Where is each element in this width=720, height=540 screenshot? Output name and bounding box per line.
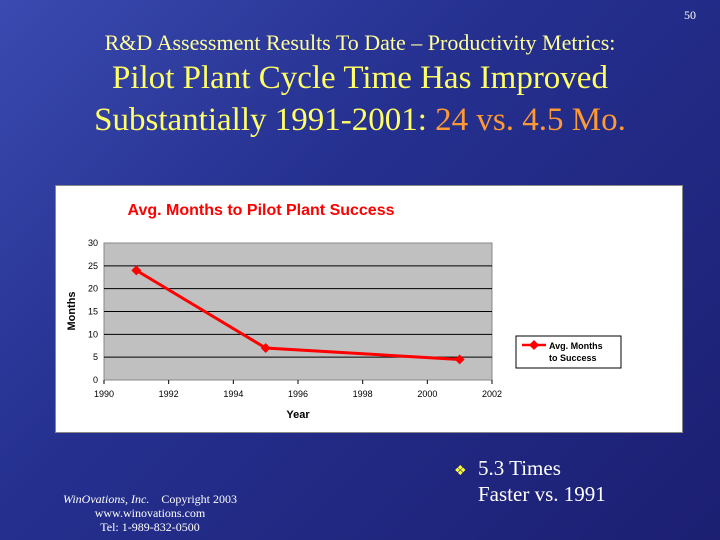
slide-title-line1: Pilot Plant Cycle Time Has Improved [112, 60, 608, 96]
bullet-point: ❖ 5.3 Times Faster vs. 1991 [454, 455, 606, 507]
x-tick-label: 1992 [159, 389, 179, 399]
legend-marker [529, 340, 539, 350]
diamond-bullet-icon: ❖ [454, 464, 467, 479]
footer-copyright: Copyright 2003 [161, 492, 237, 506]
y-axis-label: Months [66, 291, 78, 330]
y-tick-label: 20 [88, 284, 98, 294]
chart-title: Avg. Months to Pilot Plant Success [128, 202, 395, 219]
bullet-line1: 5.3 Times [478, 456, 561, 480]
y-tick-label: 0 [93, 375, 98, 385]
legend-label-1: Avg. Months [549, 341, 603, 351]
slide-subtitle: R&D Assessment Results To Date – Product… [104, 30, 616, 55]
data-point [454, 354, 465, 365]
title-prefix: Substantially 1991-2001: [94, 102, 436, 138]
data-point [260, 343, 271, 353]
footer-tel: Tel: 1-989-832-0500 [100, 520, 200, 534]
x-axis-label: Year [286, 409, 310, 421]
x-tick-label: 1994 [223, 389, 243, 399]
data-point [131, 265, 142, 276]
footer-company: WinOvations, Inc. [63, 492, 150, 506]
x-tick-label: 2000 [417, 389, 437, 399]
footer-web: www.winovations.com [94, 506, 206, 520]
y-tick-label: 30 [88, 238, 98, 248]
legend: Avg. Months to Success [515, 335, 622, 369]
legend-label-2: to Success [549, 353, 597, 363]
line-chart: Avg. Months to Pilot Plant Success 0 5 10 1… [66, 202, 622, 421]
x-tick-label: 1996 [288, 389, 308, 399]
slide-title-line2: Substantially 1991-2001: 24 vs. 4.5 Mo. [0, 102, 720, 139]
y-tick-label: 5 [93, 352, 98, 362]
title-highlight: 24 vs. 4.5 Mo. [435, 102, 626, 138]
x-tick-label: 1990 [94, 389, 114, 399]
bullet-line2: Faster vs. 1991 [478, 482, 606, 506]
chart-area: Avg. Months to Pilot Plant Success 0 5 10 1… [55, 185, 683, 433]
x-tick-label: 1998 [353, 389, 373, 399]
y-tick-label: 25 [88, 261, 98, 271]
footer: WinOvations, Inc. Copyright 2003 www.win… [50, 492, 250, 534]
page-number: 50 [684, 8, 696, 22]
y-tick-label: 15 [88, 307, 98, 317]
x-tick-label: 2002 [482, 389, 502, 399]
y-tick-label: 10 [88, 329, 98, 339]
